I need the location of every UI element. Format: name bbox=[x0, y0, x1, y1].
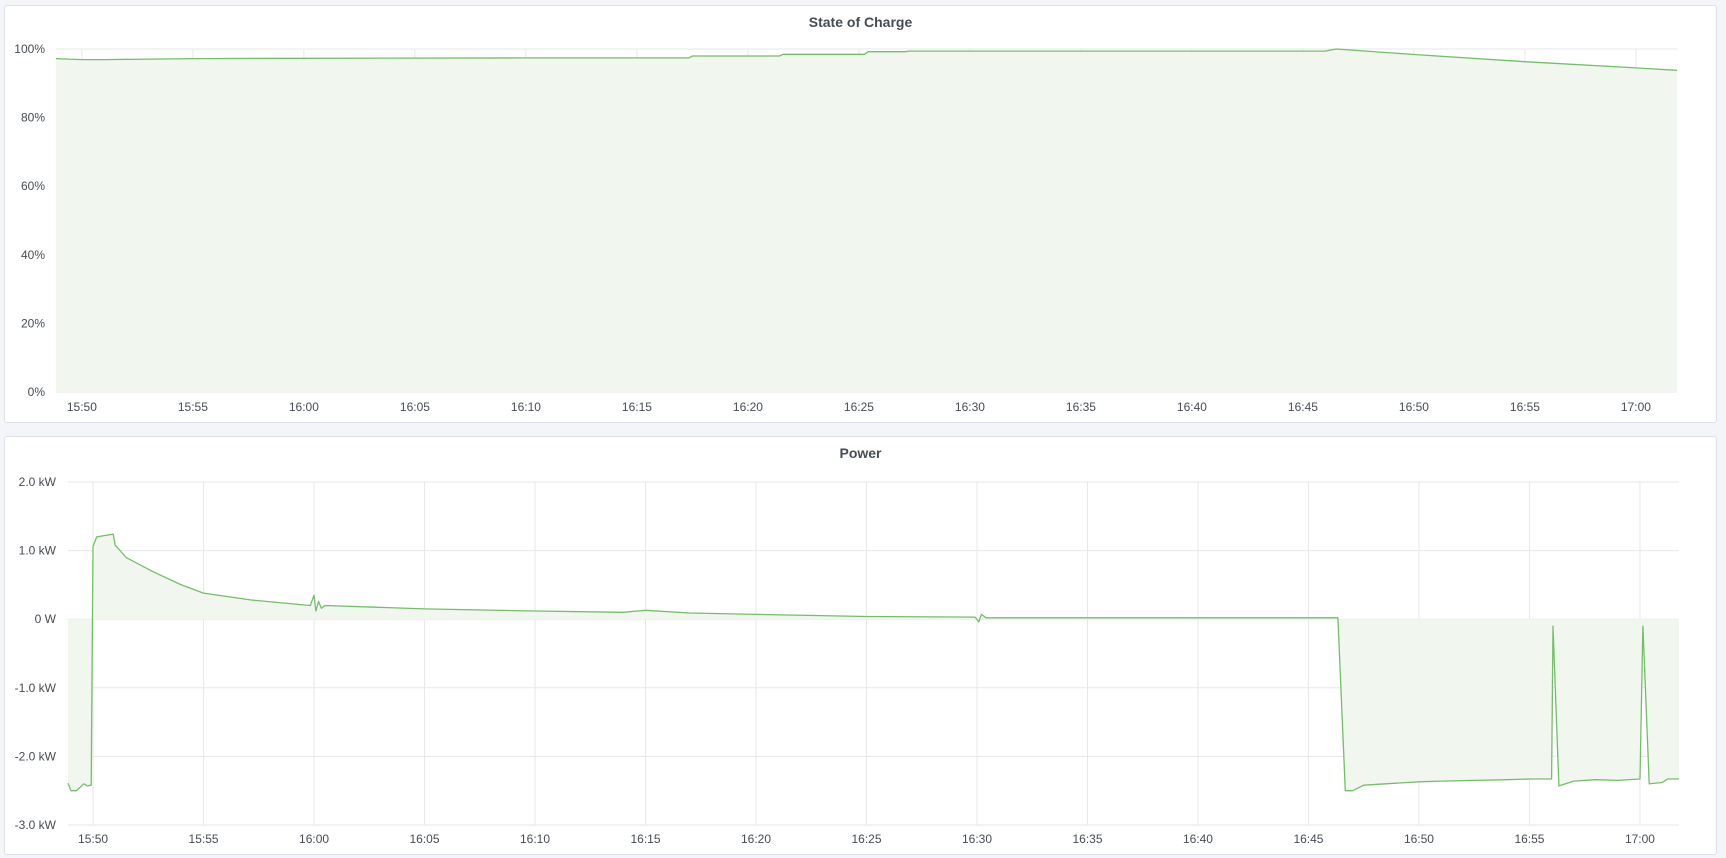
y-tick-label: 80% bbox=[21, 111, 45, 125]
x-tick-label: 16:25 bbox=[844, 400, 874, 414]
x-tick-label: 16:20 bbox=[741, 832, 771, 846]
x-tick-label: 17:00 bbox=[1625, 832, 1655, 846]
x-tick-label: 16:00 bbox=[289, 400, 319, 414]
x-tick-label: 16:35 bbox=[1066, 400, 1096, 414]
power-chart: -3.0 kW -2.0 kW -1.0 kW 0 W 1.0 kW 2.0 kW 15:5… bbox=[15, 475, 1679, 846]
y-tick-label: -2.0 kW bbox=[15, 749, 57, 763]
x-tick-label: 16:15 bbox=[622, 400, 652, 414]
series-line bbox=[55, 48, 1678, 71]
x-tick-label: 16:20 bbox=[733, 400, 763, 414]
x-tick-label: 16:55 bbox=[1510, 400, 1540, 414]
x-tick-label: 16:00 bbox=[299, 832, 329, 846]
y-tick-label: 0% bbox=[28, 385, 46, 399]
panel-title[interactable]: State of Charge bbox=[808, 14, 913, 30]
x-tick-label: 15:50 bbox=[67, 400, 97, 414]
x-tick-label: 16:30 bbox=[955, 400, 985, 414]
state-of-charge-chart: 0% 20% 40% 60% 80% 100% 15:50 15:55 16:00 16:05 16… bbox=[14, 42, 1678, 414]
x-tick-label: 16:15 bbox=[630, 832, 660, 846]
y-tick-label: -3.0 kW bbox=[15, 818, 57, 832]
x-tick-label: 15:55 bbox=[189, 832, 219, 846]
state-of-charge-panel: State of Charge 0% 20% 40% 60% 80% 100% 15:50 1… bbox=[4, 5, 1717, 423]
y-tick-label: 2.0 kW bbox=[19, 475, 57, 489]
y-tick-label: 60% bbox=[21, 179, 45, 193]
x-tick-label: 16:10 bbox=[511, 400, 541, 414]
panel-title[interactable]: Power bbox=[839, 445, 882, 461]
x-tick-label: 16:10 bbox=[520, 832, 550, 846]
x-tick-label: 16:40 bbox=[1177, 400, 1207, 414]
x-tick-label: 16:05 bbox=[400, 400, 430, 414]
x-tick-label: 16:45 bbox=[1288, 400, 1318, 414]
x-tick-label: 15:55 bbox=[178, 400, 208, 414]
x-tick-label: 17:00 bbox=[1621, 400, 1651, 414]
y-tick-label: 1.0 kW bbox=[19, 544, 57, 558]
series-line bbox=[67, 533, 1679, 792]
x-tick-label: 15:50 bbox=[78, 832, 108, 846]
x-tick-label: 16:50 bbox=[1399, 400, 1429, 414]
series-area-fill bbox=[68, 534, 1679, 791]
x-tick-label: 16:55 bbox=[1514, 832, 1544, 846]
y-tick-label: 20% bbox=[21, 316, 45, 330]
y-tick-label: 100% bbox=[14, 42, 45, 56]
x-tick-label: 16:50 bbox=[1404, 832, 1434, 846]
y-tick-label: 40% bbox=[21, 248, 45, 262]
x-tick-label: 16:30 bbox=[962, 832, 992, 846]
x-tick-label: 16:05 bbox=[410, 832, 440, 846]
x-tick-label: 16:35 bbox=[1072, 832, 1102, 846]
power-panel: Power -3.0 kW -2.0 kW -1.0 kW 0 W 1.0 kW 2.0 … bbox=[4, 436, 1717, 855]
series-area-fill bbox=[56, 49, 1677, 392]
y-tick-label: 0 W bbox=[35, 612, 57, 626]
y-tick-label: -1.0 kW bbox=[15, 681, 57, 695]
x-tick-label: 16:45 bbox=[1293, 832, 1323, 846]
x-tick-label: 16:25 bbox=[851, 832, 881, 846]
x-tick-label: 16:40 bbox=[1183, 832, 1213, 846]
